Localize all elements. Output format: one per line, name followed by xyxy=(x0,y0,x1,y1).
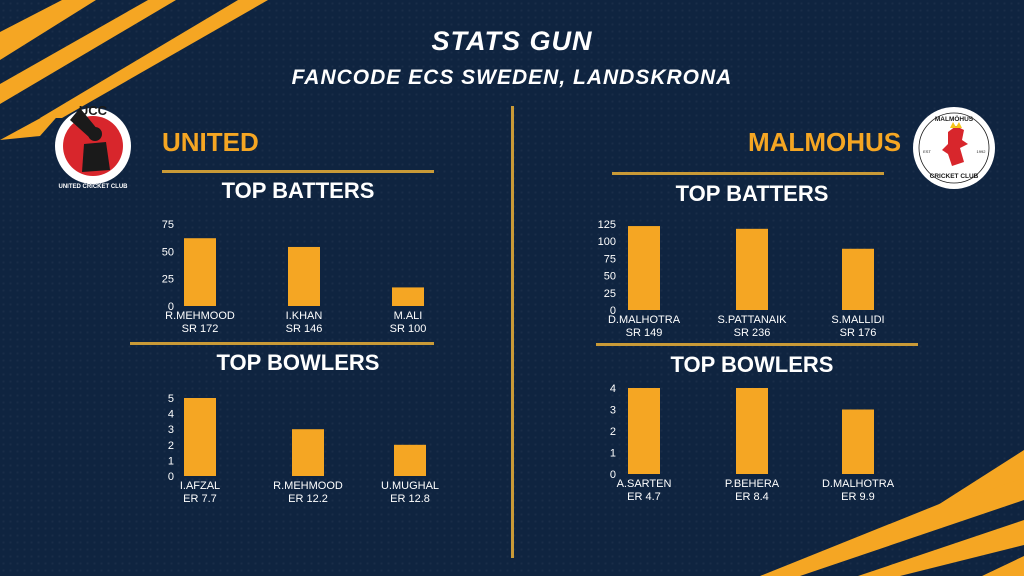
x-sublabel: SR 149 xyxy=(626,327,663,339)
x-category-label: D.MALHOTRA xyxy=(608,314,681,326)
united-divider xyxy=(130,342,434,345)
x-sublabel: SR 172 xyxy=(182,323,219,335)
bar xyxy=(184,398,216,476)
x-category-label: P.BEHERA xyxy=(725,478,780,490)
bar xyxy=(842,248,874,310)
ucc-initials: UCC xyxy=(79,103,108,118)
x-category-label: S.PATTANAIK xyxy=(717,314,787,326)
bar xyxy=(288,246,320,306)
y-tick-label: 0 xyxy=(168,471,174,483)
x-category-label: S.MALLIDI xyxy=(831,314,884,326)
team-name-united: UNITED xyxy=(162,127,259,157)
malmohus-underline xyxy=(612,172,884,175)
bar xyxy=(628,226,660,310)
x-sublabel: ER 8.4 xyxy=(735,491,769,503)
x-category-label: I.KHAN xyxy=(286,310,323,322)
y-tick-label: 4 xyxy=(610,383,616,395)
united-bowlers-title: TOP BOWLERS xyxy=(216,350,380,375)
united-cricket-club-logo: UCC UNITED CRICKET CLUB xyxy=(55,103,131,190)
x-category-label: R.MEHMOOD xyxy=(165,310,235,322)
x-category-label: R.MEHMOOD xyxy=(273,480,343,492)
malmohus-bottom-text: CRICKET CLUB xyxy=(930,173,979,180)
ucc-ring-text: UNITED CRICKET CLUB xyxy=(59,184,129,190)
x-sublabel: ER 12.8 xyxy=(390,493,430,505)
page-subtitle: FANCODE ECS SWEDEN, LANDSKRONA xyxy=(291,66,733,89)
united-underline xyxy=(162,170,434,173)
x-sublabel: SR 176 xyxy=(840,327,877,339)
y-tick-label: 2 xyxy=(610,426,616,438)
bar xyxy=(842,409,874,474)
united-batters-title: TOP BATTERS xyxy=(221,178,375,203)
x-sublabel: SR 146 xyxy=(286,323,323,335)
malmohus-year: 1992 xyxy=(977,149,987,154)
y-tick-label: 1 xyxy=(168,455,174,467)
y-tick-label: 50 xyxy=(604,271,616,283)
malmohus-est: EST xyxy=(923,149,931,154)
y-tick-label: 0 xyxy=(168,301,174,313)
y-tick-label: 0 xyxy=(610,469,616,481)
y-tick-label: 75 xyxy=(604,253,616,265)
y-tick-label: 2 xyxy=(168,440,174,452)
malmohus-divider xyxy=(596,343,918,346)
y-tick-label: 4 xyxy=(168,409,174,421)
bar xyxy=(292,429,324,476)
team-name-malmohus: MALMOHUS xyxy=(748,127,902,157)
bar xyxy=(736,388,768,474)
y-tick-label: 3 xyxy=(610,405,616,417)
x-sublabel: ER 12.2 xyxy=(288,493,328,505)
x-category-label: I.AFZAL xyxy=(180,480,220,492)
y-tick-label: 5 xyxy=(168,393,174,405)
x-category-label: D.MALHOTRA xyxy=(822,478,895,490)
malmohus-top-text: MALMÖHUS xyxy=(935,114,974,123)
y-tick-label: 25 xyxy=(162,274,174,286)
x-category-label: A.SARTEN xyxy=(617,478,672,490)
x-sublabel: SR 100 xyxy=(390,323,427,335)
bar xyxy=(394,444,426,476)
y-tick-label: 50 xyxy=(162,246,174,258)
y-tick-label: 25 xyxy=(604,288,616,300)
bar xyxy=(184,238,216,306)
y-tick-label: 100 xyxy=(598,236,616,248)
malmohus-cricket-club-logo: MALMÖHUS CRICKET CLUB EST 1992 xyxy=(913,107,995,189)
malmohus-bowlers-title: TOP BOWLERS xyxy=(670,352,834,377)
x-sublabel: ER 7.7 xyxy=(183,493,217,505)
x-sublabel: ER 4.7 xyxy=(627,491,661,503)
y-tick-label: 1 xyxy=(610,448,616,460)
bar xyxy=(736,228,768,310)
malmohus-batters-title: TOP BATTERS xyxy=(675,181,829,206)
x-category-label: U.MUGHAL xyxy=(381,480,439,492)
center-divider xyxy=(511,106,514,558)
x-category-label: M.ALI xyxy=(394,310,423,322)
bar xyxy=(392,287,424,306)
x-sublabel: SR 236 xyxy=(734,327,771,339)
y-tick-label: 125 xyxy=(598,219,616,231)
x-sublabel: ER 9.9 xyxy=(841,491,875,503)
bar xyxy=(628,388,660,474)
y-tick-label: 3 xyxy=(168,424,174,436)
y-tick-label: 75 xyxy=(162,219,174,231)
page-title: STATS GUN xyxy=(431,26,593,56)
y-tick-label: 0 xyxy=(610,305,616,317)
